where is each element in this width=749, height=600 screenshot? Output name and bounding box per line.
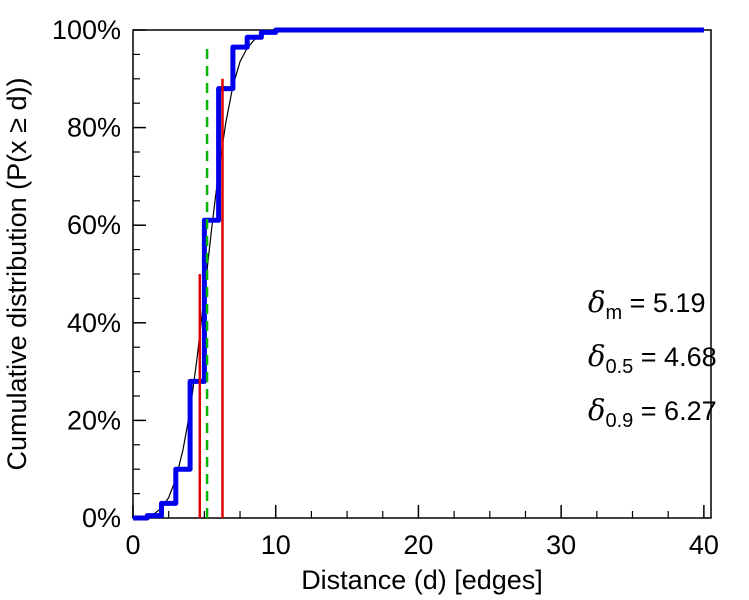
empirical-cdf-step bbox=[133, 27, 704, 521]
delta-value: = 4.68 bbox=[633, 342, 716, 372]
x-axis-label: Distance (d) [edges] bbox=[301, 565, 543, 595]
data-series bbox=[133, 27, 704, 521]
y-tick-label: 60% bbox=[67, 210, 121, 240]
annotation-delta-0.9: δ0.9 = 6.27 bbox=[588, 393, 717, 432]
smoothed-cdf-fit bbox=[142, 29, 704, 519]
delta-subscript: 0.9 bbox=[605, 410, 633, 432]
y-tick-label: 80% bbox=[67, 113, 121, 143]
delta-subscript: 0.5 bbox=[605, 356, 633, 378]
y-tick-label: 40% bbox=[67, 308, 121, 338]
y-tick-label: 20% bbox=[67, 405, 121, 435]
delta-symbol: δ bbox=[588, 339, 605, 373]
annotation-delta-0.5: δ0.5 = 4.68 bbox=[588, 339, 717, 378]
y-tick-label: 100% bbox=[52, 15, 121, 45]
x-tick-label: 20 bbox=[403, 530, 433, 560]
axes-ticks: 0 10 20 30 40 0% 20% 40% 60% 80% 100% bbox=[52, 15, 719, 560]
delta-value: = 5.19 bbox=[622, 288, 705, 318]
y-axis-label: Cumulative distribution (P(x ≥ d)) bbox=[2, 78, 32, 471]
y-tick-label: 0% bbox=[82, 503, 121, 533]
x-tick-label: 0 bbox=[125, 530, 140, 560]
annotation-delta-m: δm = 5.19 bbox=[588, 285, 705, 324]
x-tick-label: 10 bbox=[261, 530, 291, 560]
delta-symbol: δ bbox=[588, 393, 605, 427]
delta-symbol: δ bbox=[588, 285, 605, 319]
x-tick-label: 30 bbox=[546, 530, 576, 560]
delta-value: = 6.27 bbox=[633, 396, 716, 426]
x-tick-label: 40 bbox=[689, 530, 719, 560]
reference-lines bbox=[198, 44, 224, 518]
delta-subscript: m bbox=[605, 302, 622, 324]
